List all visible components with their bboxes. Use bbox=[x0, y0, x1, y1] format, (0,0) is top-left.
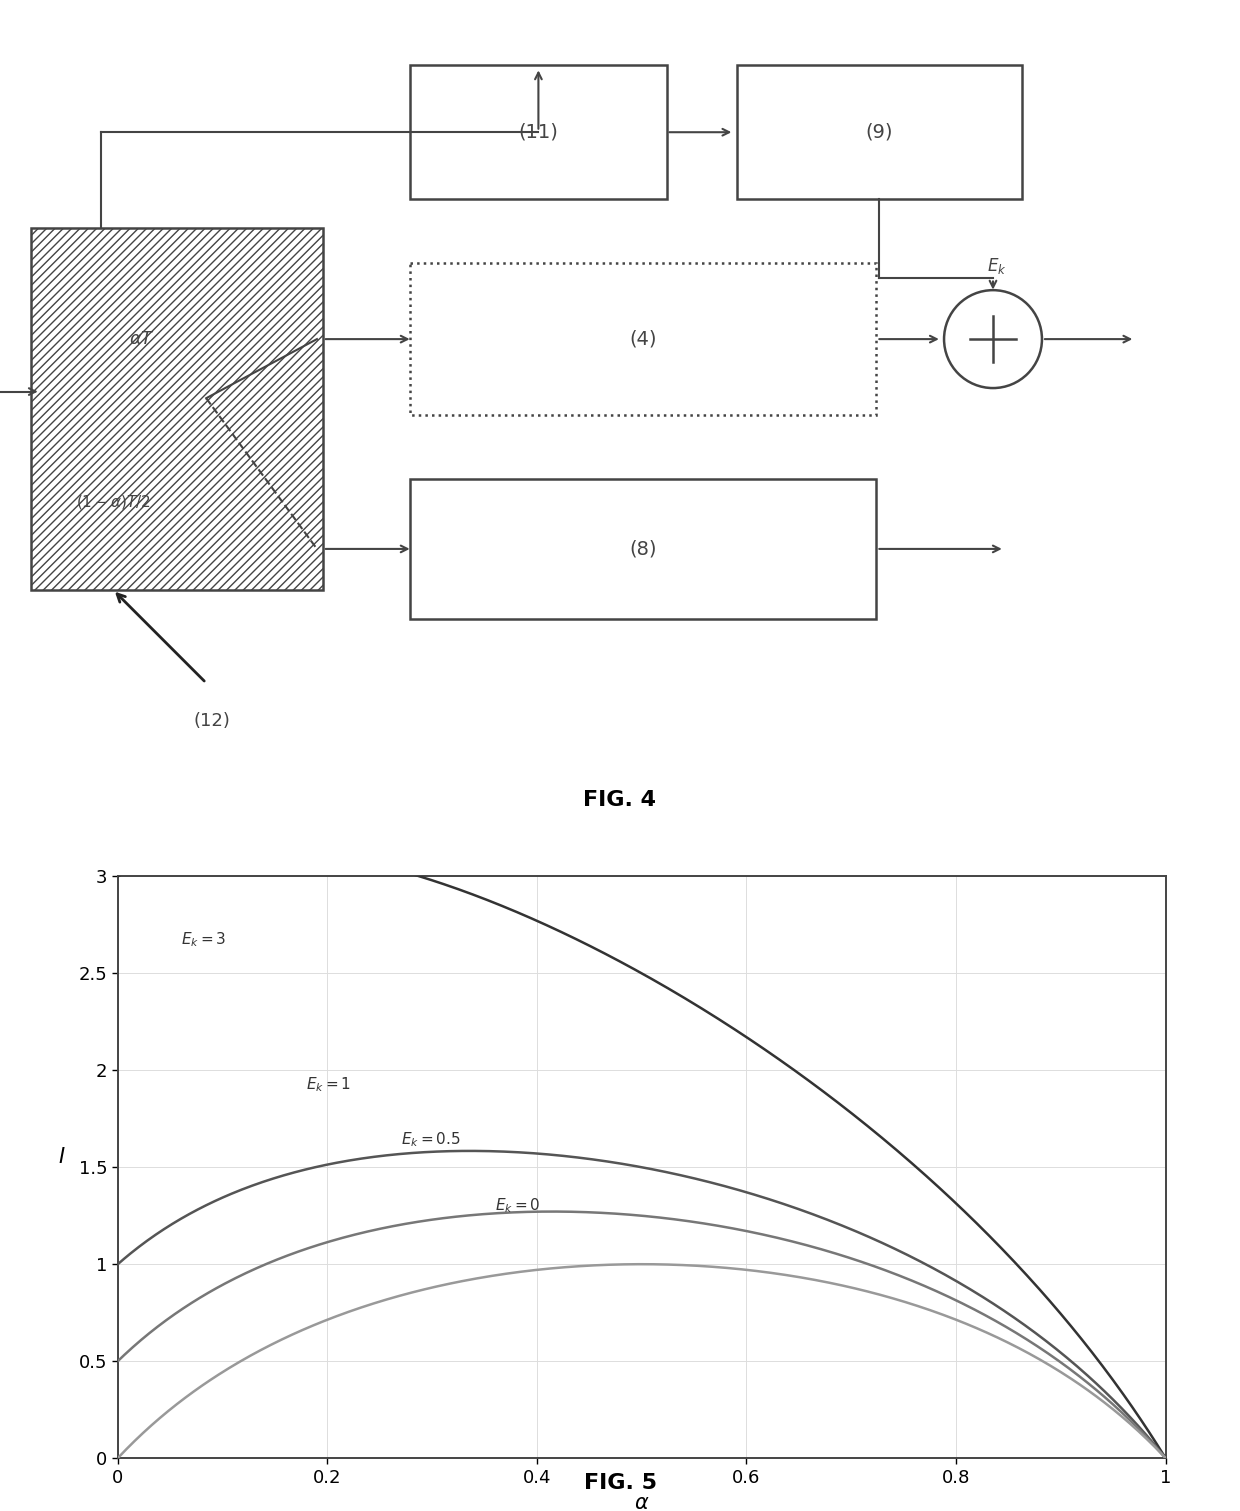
Text: $E_k=0.5$: $E_k=0.5$ bbox=[401, 1130, 460, 1148]
Bar bbox=[410, 65, 667, 199]
X-axis label: α: α bbox=[635, 1493, 649, 1511]
Text: $E_k=1$: $E_k=1$ bbox=[306, 1076, 352, 1094]
Text: FIG. 5: FIG. 5 bbox=[584, 1473, 656, 1493]
Text: (9): (9) bbox=[866, 122, 893, 142]
Bar bbox=[31, 228, 322, 589]
Text: $\alpha T$: $\alpha T$ bbox=[129, 329, 155, 348]
Bar bbox=[737, 65, 1022, 199]
Text: (4): (4) bbox=[630, 329, 657, 349]
Text: $(1-\alpha)T/2$: $(1-\alpha)T/2$ bbox=[76, 493, 150, 511]
Y-axis label: I: I bbox=[60, 1147, 64, 1166]
Bar bbox=[410, 479, 877, 620]
Bar bbox=[410, 263, 877, 416]
Text: $E_k$: $E_k$ bbox=[987, 257, 1007, 277]
Text: (8): (8) bbox=[630, 539, 657, 559]
Text: FIG. 4: FIG. 4 bbox=[584, 790, 656, 810]
Text: $E_k=0$: $E_k=0$ bbox=[495, 1195, 541, 1215]
Text: (11): (11) bbox=[518, 122, 558, 142]
Text: $E_k=3$: $E_k=3$ bbox=[181, 931, 226, 949]
Text: (12): (12) bbox=[193, 712, 231, 730]
